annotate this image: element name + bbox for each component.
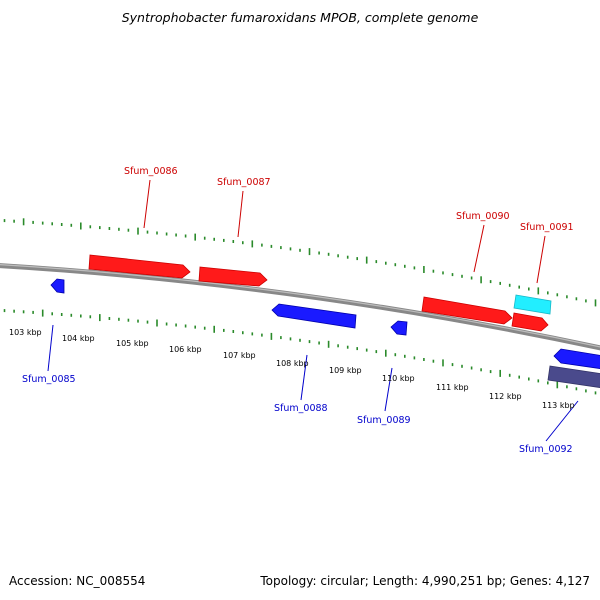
- leader-sfum-0091: [536, 235, 546, 284]
- forward-genes: [88, 254, 552, 332]
- kbp-label: 104 kbp: [62, 334, 95, 343]
- inner-tick-ring: [3, 309, 597, 395]
- gene-sfum-0092-other[interactable]: [547, 365, 600, 389]
- gene-sfum-0087[interactable]: [198, 266, 268, 287]
- gene-sfum-0085[interactable]: [50, 278, 65, 294]
- forward-leader-lines: [143, 179, 546, 284]
- label-sfum-0088[interactable]: Sfum_0088: [274, 403, 328, 414]
- leader-sfum-0087: [237, 190, 244, 238]
- gene-sfum-0089[interactable]: [390, 320, 408, 336]
- genome-backbone-highlight: [0, 264, 600, 348]
- genome-stats-text: Topology: circular; Length: 4,990,251 bp…: [260, 574, 590, 588]
- outer-tick-ring: [3, 218, 597, 307]
- leader-sfum-0086: [143, 179, 151, 229]
- leader-sfum-0090: [473, 224, 485, 273]
- leader-sfum-0088: [300, 354, 308, 401]
- leader-sfum-0092: [545, 400, 579, 442]
- leader-sfum-0089: [384, 367, 393, 412]
- reverse-gene-labels: Sfum_0085 Sfum_0088 Sfum_0089 Sfum_0092: [22, 374, 573, 455]
- leader-sfum-0085: [47, 324, 54, 372]
- accession-text: Accession: NC_008554: [9, 574, 146, 588]
- gene-sfum-0091[interactable]: [511, 312, 549, 332]
- kbp-label: 103 kbp: [9, 328, 42, 337]
- kbp-label: 106 kbp: [169, 345, 202, 354]
- reverse-genes: [50, 278, 600, 389]
- gene-sfum-0088[interactable]: [271, 303, 357, 329]
- label-sfum-0091[interactable]: Sfum_0091: [520, 222, 574, 233]
- kbp-label: 110 kbp: [382, 374, 415, 383]
- forward-gene-labels: Sfum_0086 Sfum_0087 Sfum_0090 Sfum_0091: [124, 166, 574, 233]
- label-sfum-0085[interactable]: Sfum_0085: [22, 374, 76, 385]
- kbp-label: 108 kbp: [276, 359, 309, 368]
- label-sfum-0090[interactable]: Sfum_0090: [456, 211, 510, 222]
- map-title: Syntrophobacter fumaroxidans MPOB, compl…: [121, 10, 479, 25]
- kbp-label: 109 kbp: [329, 366, 362, 375]
- kbp-labels: 103 kbp 104 kbp 105 kbp 106 kbp 107 kbp …: [9, 328, 575, 410]
- label-sfum-0089[interactable]: Sfum_0089: [357, 415, 411, 426]
- kbp-label: 105 kbp: [116, 339, 149, 348]
- gene-sfum-0091-rna[interactable]: [513, 294, 552, 315]
- kbp-label: 111 kbp: [436, 383, 469, 392]
- gene-sfum-0086[interactable]: [88, 254, 191, 279]
- gene-sfum-0092[interactable]: [553, 348, 600, 370]
- label-sfum-0087[interactable]: Sfum_0087: [217, 177, 271, 188]
- gene-sfum-0090[interactable]: [421, 296, 513, 325]
- kbp-label: 107 kbp: [223, 351, 256, 360]
- kbp-label: 112 kbp: [489, 392, 522, 401]
- label-sfum-0086[interactable]: Sfum_0086: [124, 166, 178, 177]
- reverse-leader-lines: [47, 324, 579, 442]
- kbp-label: 113 kbp: [542, 401, 575, 410]
- label-sfum-0092[interactable]: Sfum_0092: [519, 444, 573, 455]
- genome-backbone: [0, 263, 600, 351]
